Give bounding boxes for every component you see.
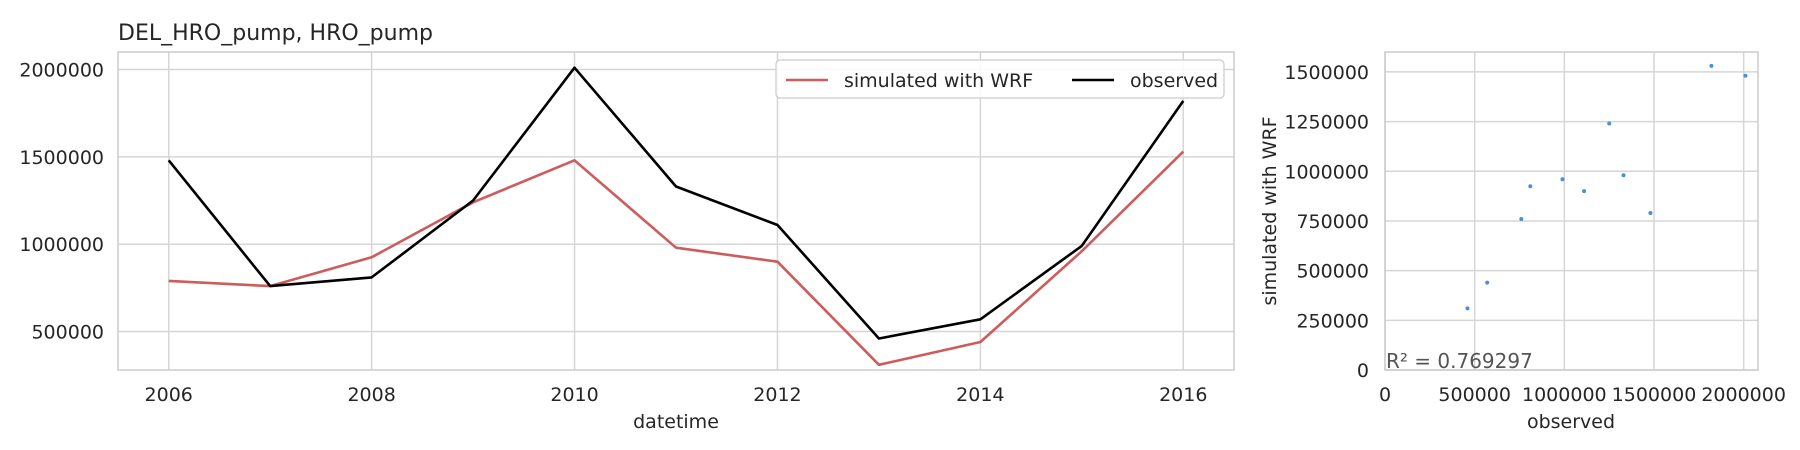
legend-label-observed: observed (1130, 70, 1218, 92)
scatter-y-tick-labels: 0 250000 500000 750000 1000000 1250000 1500000 (1284, 62, 1369, 382)
scatter-point (1485, 280, 1490, 285)
line-x-tick-labels: 2006 2008 2010 2012 2014 2016 (145, 384, 1208, 406)
line-x-tick-label: 2014 (956, 384, 1004, 406)
scatter-point (1519, 217, 1524, 221)
r-squared-annotation: R² = 0.769297 (1386, 349, 1533, 373)
scatter-point (1621, 173, 1626, 178)
line-chart-panel: 2006 2008 2010 2012 2014 2016 500000 1000000 15… (19, 21, 1235, 433)
scatter-x-tick-label: 1000000 (1522, 384, 1607, 406)
series-line-simulated (168, 150, 1185, 367)
scatter-y-tick-label: 1250000 (1284, 112, 1369, 134)
legend-frame (775, 59, 1225, 99)
scatter-point (1560, 177, 1565, 182)
legend-label-simulated: simulated with WRF (844, 70, 1033, 92)
line-legend: simulated with WRF observed (775, 59, 1225, 99)
scatter-y-tick-label: 250000 (1296, 310, 1369, 332)
line-y-tick-label: 500000 (31, 322, 104, 344)
scatter-y-tick-label: 1000000 (1284, 161, 1369, 183)
line-y-tick-label: 1500000 (19, 147, 104, 169)
scatter-grid (1384, 52, 1758, 371)
scatter-y-tick-label: 750000 (1296, 211, 1369, 233)
scatter-point (1743, 73, 1748, 78)
scatter-x-tick-label: 2000000 (1701, 384, 1786, 406)
scatter-y-tick-label: 0 (1357, 360, 1369, 382)
scatter-point (1607, 121, 1612, 126)
scatter-point (1709, 63, 1714, 68)
scatter-points (1465, 63, 1748, 311)
scatter-x-tick-labels: 0 500000 1000000 1500000 2000000 (1379, 384, 1786, 406)
scatter-chart-panel: 0 500000 1000000 1500000 2000000 02500005000… (1259, 51, 1786, 433)
line-x-tick-label: 2012 (753, 384, 801, 406)
scatter-x-tick-label: 1500000 (1612, 384, 1697, 406)
scatter-point (1582, 189, 1587, 194)
scatter-point (1465, 306, 1470, 311)
scatter-point (1528, 184, 1533, 189)
line-series-group (167, 66, 1185, 367)
line-y-tick-label: 2000000 (19, 59, 104, 81)
scatter-y-axis-label: simulated with WRF (1259, 116, 1281, 305)
scatter-point (1648, 211, 1653, 215)
scatter-x-tick-label: 0 (1379, 384, 1391, 406)
line-x-tick-label: 2010 (550, 384, 598, 406)
line-y-tick-label: 1000000 (19, 234, 104, 256)
scatter-y-tick-label: 1500000 (1284, 62, 1369, 84)
scatter-x-tick-label: 500000 (1438, 384, 1511, 406)
line-y-tick-labels: 500000 1000000 1500000 2000000 (19, 59, 104, 343)
line-x-tick-label: 2008 (347, 384, 395, 406)
line-plot-frame (117, 51, 1235, 371)
line-x-tick-label: 2006 (145, 384, 193, 406)
scatter-plot-area (1385, 52, 1758, 370)
line-chart-title: DEL_HRO_pump, HRO_pump (118, 21, 433, 46)
line-plot-area (118, 52, 1234, 370)
scatter-plot-frame (1384, 51, 1759, 371)
line-x-axis-label: datetime (633, 411, 719, 433)
series-line-observed (167, 66, 1185, 340)
scatter-y-tick-label: 500000 (1296, 261, 1369, 283)
line-x-tick-label: 2016 (1159, 384, 1207, 406)
scatter-x-axis-label: observed (1527, 411, 1615, 433)
